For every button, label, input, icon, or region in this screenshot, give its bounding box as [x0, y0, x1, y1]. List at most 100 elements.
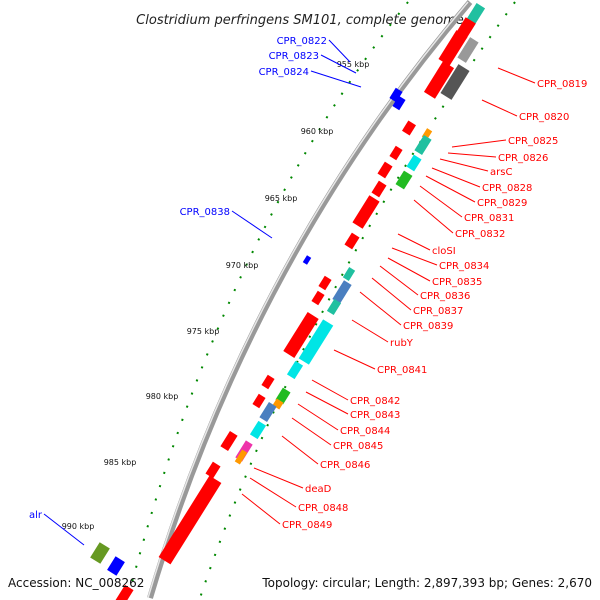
gene-labels: CPR_0819 CPR_0820 CPR_0825 CPR_0826 arsC CPR_…: [29, 36, 587, 546]
label-arsc: arsC: [490, 167, 512, 178]
leader-cpr-0843: [305, 391, 349, 415]
leader-cpr-0839: [359, 291, 402, 326]
label-cpr-0837: CPR_0837: [413, 306, 463, 317]
label-cpr-0839: CPR_0839: [403, 321, 453, 332]
label-cpr-0848: CPR_0848: [298, 503, 348, 514]
label-cpr-0842: CPR_0842: [350, 396, 400, 407]
topology-text: Topology: circular; Length: 2,897,393 bp…: [261, 576, 592, 590]
label-cpr-0828: CPR_0828: [482, 183, 532, 194]
gene-feature-10: [406, 154, 422, 172]
leader-cpr-0820: [481, 99, 518, 117]
leader-cpr-0836: [379, 265, 419, 296]
gene-feature-30: [220, 430, 238, 452]
scale-label-980-kbp: 980 kbp: [146, 392, 179, 401]
label-cpr-0824: CPR_0824: [259, 67, 309, 78]
gene-feature-15: [344, 232, 360, 250]
leader-alr: [43, 513, 85, 546]
label-cpr-0836: CPR_0836: [420, 291, 470, 302]
leader-cpr-0838: [231, 210, 273, 239]
gene-feature-38: [389, 87, 403, 103]
accession-text: Accession: NC_008262: [8, 576, 144, 590]
leader-cpr-0842: [311, 379, 349, 401]
leader-cpr-0844: [297, 403, 339, 431]
leader-arsc: [439, 158, 489, 172]
gene-feature-16: [342, 267, 356, 281]
scale-label-955-kbp: 955 kbp: [337, 60, 370, 69]
gene-feature-6: [402, 120, 416, 136]
leader-cpr-0825: [451, 139, 507, 148]
genome-backbone: [147, 0, 473, 599]
leader-closi: [397, 233, 431, 251]
scale-labels: 955 kbp 960 kbp 965 kbp 970 kbp 975 kbp 980 k…: [62, 60, 370, 531]
leader-cpr-0834: [391, 247, 438, 266]
label-alr: alr: [29, 510, 43, 521]
leader-cpr-0835: [387, 257, 431, 282]
gene-feature-33: [205, 461, 221, 479]
gene-feature-22: [298, 319, 334, 365]
label-cpr-0849: CPR_0849: [282, 520, 332, 531]
inner-scale-arc: [127, 1, 409, 599]
gene-feature-28: [259, 401, 277, 423]
leader-cpr-0845: [291, 417, 332, 446]
label-cpr-0835: CPR_0835: [432, 277, 482, 288]
leader-cpr-0829: [425, 175, 476, 203]
genome-title: Clostridium perfringens SM101, complete …: [136, 13, 464, 28]
gene-feature-32: [234, 449, 248, 465]
label-closi: cloSI: [432, 246, 456, 257]
gene-feature-34: [158, 475, 222, 565]
label-cpr-0829: CPR_0829: [477, 198, 527, 209]
label-cpr-0831: CPR_0831: [464, 213, 514, 224]
leader-cpr-0822: [328, 39, 351, 63]
leader-cpr-0849: [241, 493, 281, 525]
gene-features: [90, 3, 486, 600]
gene-feature-4: [423, 61, 455, 99]
gene-feature-17: [318, 275, 332, 291]
label-cpr-0845: CPR_0845: [333, 441, 383, 452]
scale-label-970-kbp: 970 kbp: [226, 261, 259, 270]
leader-cpr-0831: [419, 185, 463, 218]
leader-cpr-0828: [431, 167, 481, 188]
label-cpr-0823: CPR_0823: [269, 51, 319, 62]
label-cpr-0844: CPR_0844: [340, 426, 390, 437]
gene-feature-21: [283, 312, 319, 358]
scale-label-965-kbp: 965 kbp: [265, 194, 298, 203]
label-cpr-0838: CPR_0838: [180, 207, 230, 218]
gene-feature-27: [252, 393, 266, 409]
gene-feature-3: [457, 37, 479, 63]
gene-feature-40: [302, 255, 312, 265]
gene-feature-36: [107, 556, 125, 576]
gene-feature-24: [261, 374, 275, 390]
gene-feature-29: [249, 420, 267, 440]
leader-ruby: [351, 319, 389, 343]
gene-feature-35: [90, 542, 110, 564]
gene-feature-14: [352, 195, 380, 229]
leader-cpr-0848: [249, 477, 297, 508]
label-cpr-0841: CPR_0841: [377, 365, 427, 376]
gene-feature-12: [395, 170, 413, 190]
gene-feature-13: [371, 180, 387, 198]
label-cpr-0822: CPR_0822: [277, 36, 327, 47]
leader-cpr-0846: [281, 435, 319, 465]
gene-feature-23: [286, 360, 304, 380]
gene-feature-8: [414, 134, 432, 156]
label-ruby: rubY: [390, 338, 414, 349]
leader-cpr-0837: [371, 277, 412, 311]
leader-cpr-0841: [333, 349, 376, 370]
gene-feature-9: [389, 145, 403, 161]
genome-backbone-highlight: [147, 1, 469, 599]
label-dead: deaD: [305, 484, 332, 495]
label-cpr-0834: CPR_0834: [439, 261, 489, 272]
gene-feature-39: [392, 95, 406, 111]
label-cpr-0843: CPR_0843: [350, 410, 400, 421]
leader-cpr-0826: [447, 152, 497, 158]
leader-dead: [253, 467, 304, 489]
gene-feature-18: [332, 280, 352, 304]
gene-feature-37: [114, 584, 134, 600]
scale-label-975-kbp: 975 kbp: [187, 327, 220, 336]
gene-feature-11: [377, 161, 393, 179]
gene-feature-19: [311, 290, 325, 306]
scale-label-990-kbp: 990 kbp: [62, 522, 95, 531]
label-cpr-0825: CPR_0825: [508, 136, 558, 147]
scale-label-960-kbp: 960 kbp: [301, 127, 334, 136]
